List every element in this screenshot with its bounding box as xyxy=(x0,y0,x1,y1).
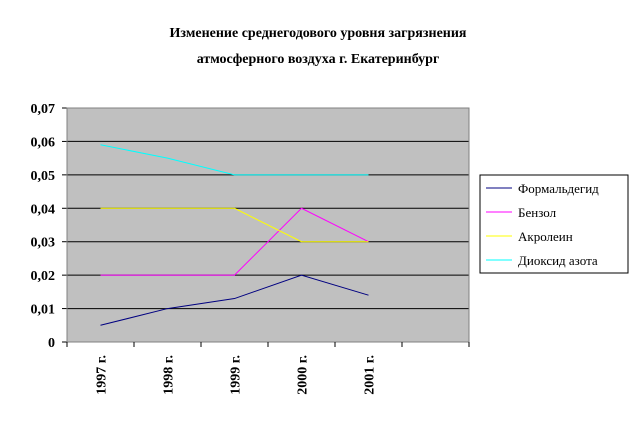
series-line xyxy=(100,207,369,243)
y-tick-label: 0,01 xyxy=(31,303,56,318)
legend-label: Диоксид азота xyxy=(518,253,598,268)
x-tick-label: 2000 г. xyxy=(296,355,311,395)
y-tick-label: 0,03 xyxy=(31,236,56,251)
legend xyxy=(479,174,629,274)
y-tick-label: 0,02 xyxy=(31,269,56,284)
y-tick-label: 0,06 xyxy=(31,135,56,150)
chart-title: Изменение среднегодового уровня загрязне… xyxy=(170,26,467,41)
legend-label: Бензол xyxy=(518,205,557,220)
x-tick-label: 2001 г. xyxy=(363,355,378,395)
x-tick-label: 1998 г. xyxy=(162,355,177,395)
y-tick-label: 0,04 xyxy=(31,202,56,217)
y-tick-label: 0,07 xyxy=(31,102,56,117)
y-tick-label: 0,05 xyxy=(31,169,56,184)
chart-title: атмосферного воздуха г. Екатеринбург xyxy=(197,52,440,67)
series-line xyxy=(100,207,369,276)
x-tick-label: 1997 г. xyxy=(95,355,110,395)
series-line xyxy=(100,274,369,326)
x-tick-label: 1999 г. xyxy=(229,355,244,395)
series-line xyxy=(100,144,369,176)
legend-label: Формальдегид xyxy=(518,181,599,196)
y-tick-label: 0 xyxy=(48,336,55,351)
legend-label: Акролеин xyxy=(518,229,573,244)
